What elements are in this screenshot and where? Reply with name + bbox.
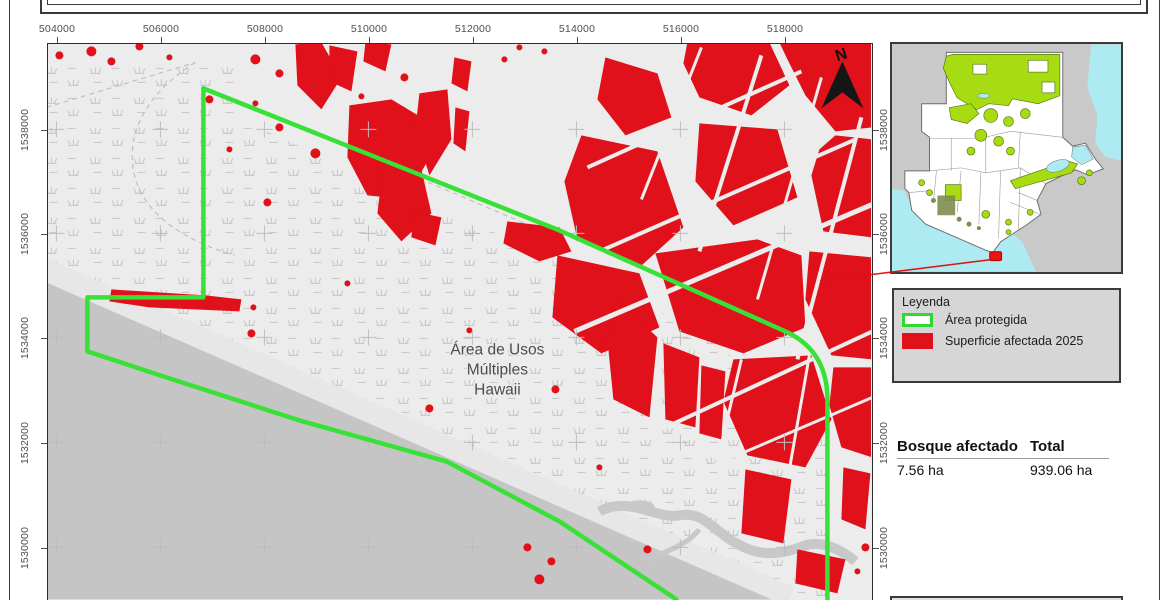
axis-tick (785, 37, 786, 43)
inset-map-guatemala (890, 42, 1123, 274)
legend-item-label: Superficie afectada 2025 (945, 334, 1084, 348)
axis-label-top: 508000 (246, 23, 284, 35)
main-map-canvas: Área de Usos Múltiples Hawaii N (34, 42, 874, 600)
axis-label-left: 1530000 (19, 526, 31, 570)
title-banner-inner (47, 0, 1141, 5)
inset-pacific (892, 188, 1037, 272)
legend: Leyenda Área protegida Superficie afecta… (892, 288, 1121, 383)
inset-lakes (977, 93, 1094, 173)
axis-tick (41, 130, 47, 131)
stats-col2-header: Total (1030, 438, 1065, 455)
axis-tick (57, 37, 58, 43)
axis-label-left: 1536000 (19, 212, 31, 256)
axis-tick (873, 548, 879, 549)
north-arrow-glyph (821, 61, 864, 109)
axis-tick (873, 338, 879, 339)
axis-label-top: 514000 (558, 23, 596, 35)
stats-col1-value: 7.56 ha (897, 462, 944, 478)
legend-item-label: Área protegida (945, 313, 1028, 327)
axis-label-left: 1532000 (19, 421, 31, 465)
axis-label-top: 512000 (454, 23, 492, 35)
page-border-left (9, 0, 10, 600)
legend-title: Leyenda (902, 295, 950, 309)
axis-label-left: 1538000 (19, 108, 31, 152)
axis-label-right: 1538000 (878, 108, 890, 152)
axis-tick (473, 37, 474, 43)
north-arrow-n: N (833, 45, 849, 65)
main-map-svg: Área de Usos Múltiples Hawaii N (34, 42, 874, 600)
scale-box-cutoff (890, 596, 1123, 600)
axis-tick (161, 37, 162, 43)
axis-label-right: 1536000 (878, 212, 890, 256)
inset-highland-patches (930, 195, 981, 231)
axis-label-right: 1530000 (878, 526, 890, 570)
page-border-right (1159, 0, 1160, 600)
north-arrow: N (821, 45, 864, 109)
axis-tick (41, 234, 47, 235)
axis-label-top: 518000 (766, 23, 804, 35)
protected-area-swatch (902, 313, 933, 327)
legend-item-protected-area: Área protegida (902, 313, 1111, 327)
stats-value-row: 7.56 ha 939.06 ha (897, 459, 1109, 478)
axis-tick (873, 130, 879, 131)
axis-tick (577, 37, 578, 43)
svg-text:Área de Usos: Área de Usos (450, 341, 544, 358)
axis-tick (41, 548, 47, 549)
protected-area-boundary (85, 86, 830, 600)
area-name-label: Área de Usos Múltiples Hawaii (449, 340, 546, 400)
axis-label-top: 504000 (38, 23, 76, 35)
axis-label-top: 516000 (662, 23, 700, 35)
axis-tick (681, 37, 682, 43)
axis-label-right: 1534000 (878, 316, 890, 360)
dashed-roads (46, 61, 558, 256)
stats-col1-header: Bosque afectado (897, 438, 1018, 455)
stats-header-row: Bosque afectado Total (897, 438, 1109, 459)
axis-tick (41, 338, 47, 339)
affected-forest-stats: Bosque afectado Total 7.56 ha 939.06 ha (897, 438, 1109, 478)
svg-text:Hawaii: Hawaii (474, 381, 521, 398)
axis-label-top: 506000 (142, 23, 180, 35)
affected-surface-swatch (902, 333, 933, 349)
svg-text:Múltiples: Múltiples (467, 361, 528, 378)
axis-tick (265, 37, 266, 43)
stats-col2-value: 939.06 ha (1030, 462, 1093, 478)
axis-tick (369, 37, 370, 43)
axis-tick (873, 443, 879, 444)
axis-tick (41, 443, 47, 444)
inset-caribbean (1087, 44, 1121, 161)
inset-location-marker (989, 251, 1003, 262)
axis-label-top: 510000 (350, 23, 388, 35)
field-gap-lines (573, 46, 874, 473)
grid-crosses (48, 121, 793, 556)
axis-label-right: 1532000 (878, 421, 890, 465)
axis-label-left: 1534000 (19, 316, 31, 360)
inset-map-svg (892, 44, 1121, 272)
legend-item-affected-surface: Superficie afectada 2025 (902, 333, 1111, 349)
inset-peten-holes (972, 59, 1056, 94)
axis-tick (873, 234, 879, 235)
beach-band (34, 257, 795, 600)
ocean (46, 282, 772, 600)
